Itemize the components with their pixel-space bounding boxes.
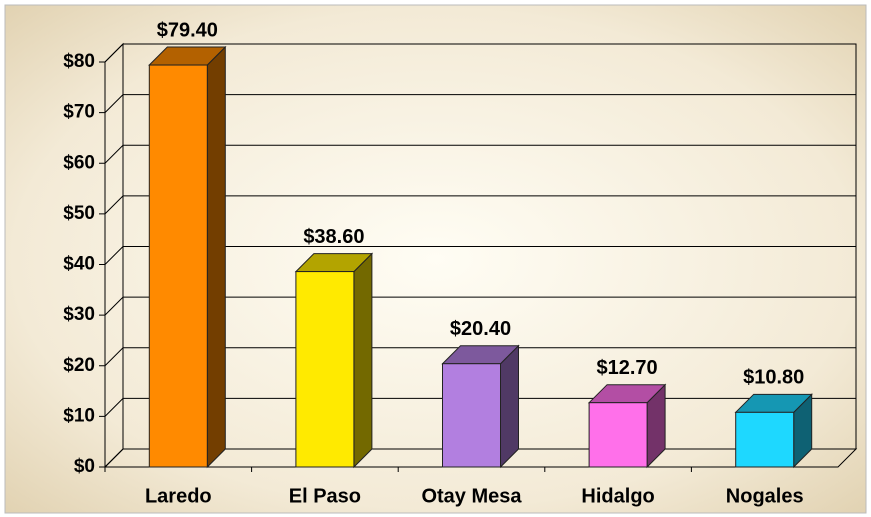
- x-tick-label: Laredo: [145, 485, 212, 507]
- y-tick-label: $80: [63, 51, 95, 72]
- grid-line: [104, 296, 856, 316]
- x-tick-label: Hidalgo: [581, 485, 654, 507]
- x-tick-label: El Paso: [289, 485, 361, 507]
- y-tick-label: $10: [63, 405, 95, 426]
- value-label: $20.40: [450, 318, 511, 340]
- bar: [588, 402, 648, 468]
- y-tick-label: $50: [63, 203, 95, 224]
- grid-line: [104, 195, 856, 215]
- value-label: $10.80: [743, 367, 804, 389]
- x-tick-label: Otay Mesa: [421, 485, 522, 507]
- y-tick-label: $40: [63, 254, 95, 275]
- bar: [735, 411, 795, 468]
- bar: [148, 64, 208, 468]
- grid-line: [104, 94, 856, 113]
- bar-side: [500, 344, 519, 469]
- value-label: $38.60: [303, 226, 364, 248]
- y-tick-label: $20: [63, 355, 95, 376]
- grid-line: [104, 347, 856, 367]
- bar-side: [353, 252, 373, 469]
- bar-side: [206, 45, 226, 469]
- grid-line: [104, 144, 856, 164]
- y-tick-label: $60: [63, 152, 95, 173]
- grid-line: [104, 246, 856, 265]
- bar: [295, 271, 355, 468]
- x-tick-label: Nogales: [726, 485, 804, 507]
- y-tick-label: $30: [63, 304, 95, 325]
- y-tick-label: $70: [63, 102, 95, 123]
- y-tick-label: $0: [74, 456, 95, 477]
- grid-line: [104, 43, 856, 63]
- chart-background: [4, 4, 867, 514]
- value-label: $79.40: [157, 19, 218, 41]
- bar: [442, 363, 501, 468]
- value-label: $12.70: [597, 357, 658, 379]
